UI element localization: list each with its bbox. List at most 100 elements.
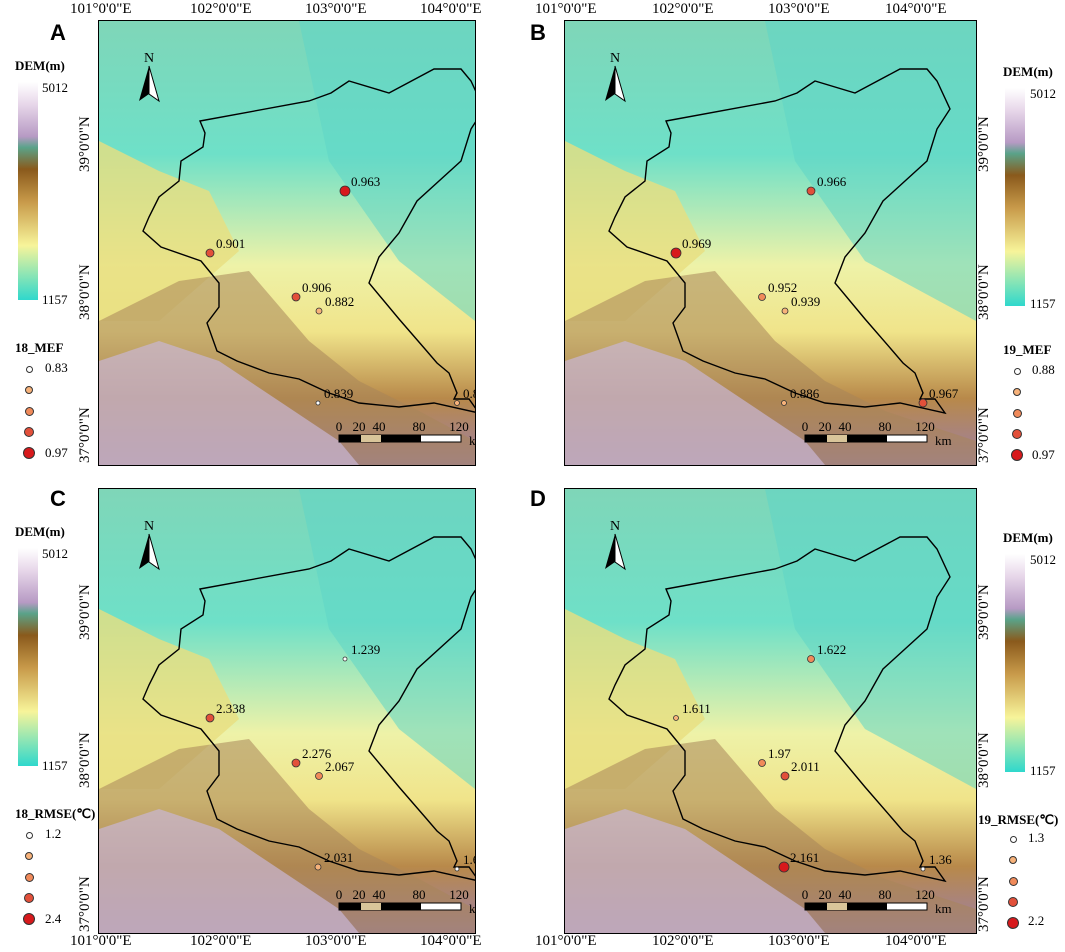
size-legend-dot <box>25 852 33 860</box>
lon-tick-top-b-3: 104°0'0"E <box>885 1 947 17</box>
scale-tick-label: 0 <box>802 419 809 434</box>
dem-high-peaks <box>565 809 825 933</box>
station-value-label: 0.963 <box>351 174 380 189</box>
study-area-boundary <box>608 536 951 883</box>
station-marker <box>205 248 215 258</box>
station-marker <box>315 400 321 406</box>
station-value-label: 1.611 <box>682 701 711 716</box>
size-legend-dot <box>23 447 35 459</box>
scale-unit-label: km <box>935 901 952 916</box>
station-value-label: 1.239 <box>351 642 380 657</box>
legend-title: DEM(m) <box>1003 64 1053 79</box>
lat-tick-d-2: 37°0'0"N <box>976 876 992 932</box>
station-marker <box>778 861 790 873</box>
size-legend-dot <box>1012 408 1022 418</box>
lon-tick-top-b-2: 103°0'0"E <box>768 1 830 17</box>
size-max-label: 2.4 <box>45 911 62 926</box>
station-value-label: 2.338 <box>216 701 245 716</box>
station-marker <box>758 293 766 301</box>
size-legend-dot <box>1013 367 1021 375</box>
station-value-label: 1.632 <box>463 852 475 867</box>
scale-tick-label: 0 <box>336 887 343 902</box>
dem-max-label: 5012 <box>1030 86 1056 101</box>
station-value-label: 0.966 <box>817 174 847 189</box>
station-value-label: 0.901 <box>216 236 245 251</box>
panel-label-b: B <box>530 20 546 45</box>
north-label: N <box>610 519 620 534</box>
map-panel-b: N 0 20 40 80 120 km 0.966 0.969 0.952 0.939 0.886 0.… <box>564 20 977 466</box>
size-min-label: 1.2 <box>45 826 62 841</box>
lat-tick-c-0: 39°0'0"N <box>77 584 93 640</box>
station-marker <box>807 655 815 663</box>
study-area-boundary <box>142 68 475 413</box>
station-marker <box>454 400 460 406</box>
size-legend-dot <box>24 406 34 416</box>
station-value-label: 1.36 <box>929 852 952 867</box>
station-marker <box>315 772 323 780</box>
dem-high-peaks <box>565 341 825 465</box>
metric-title: 19_MEF <box>1003 342 1052 357</box>
dem-basin <box>299 489 475 789</box>
dem-slope <box>99 609 239 789</box>
scale-tick-label: 40 <box>839 419 852 434</box>
lon-tick-bottom-d-2: 103°0'0"E <box>768 933 830 949</box>
station-marker <box>918 398 928 408</box>
scale-tick-label: 80 <box>413 887 426 902</box>
station-marker <box>920 866 926 872</box>
station-value-label: 0.886 <box>790 386 820 401</box>
lon-tick-bottom-c-2: 103°0'0"E <box>305 933 367 949</box>
station-value-label: 2.011 <box>791 759 820 774</box>
panel-label-d: D <box>530 486 546 511</box>
scale-tick-label: 20 <box>353 887 366 902</box>
station-marker <box>314 863 322 871</box>
scale-tick-label: 0 <box>336 419 343 434</box>
lat-tick-a-1: 38°0'0"N <box>77 264 93 320</box>
dem-basin <box>299 21 475 321</box>
north-arrow-icon: N <box>605 51 626 103</box>
station-value-label: 0.967 <box>929 386 959 401</box>
lon-tick-bottom-c-3: 104°0'0"E <box>420 933 482 949</box>
station-marker <box>339 185 351 197</box>
size-legend-dot <box>24 893 34 903</box>
lat-tick-b-2: 37°0'0"N <box>976 407 992 463</box>
station-value-label: 1.622 <box>817 642 846 657</box>
station-value-label: 2.031 <box>324 850 353 865</box>
dem-slope <box>565 141 705 321</box>
station-marker <box>781 307 789 315</box>
size-legend-dot <box>24 427 34 437</box>
station-value-label: 1.97 <box>768 746 791 761</box>
panel-label-a: A <box>50 20 66 45</box>
scale-unit-label: km <box>469 901 475 916</box>
size-min-label: 1.3 <box>1028 830 1045 845</box>
size-max-label: 0.97 <box>45 445 68 460</box>
study-area-boundary <box>608 68 951 415</box>
scale-tick-label: 80 <box>879 419 892 434</box>
size-min-label: 0.88 <box>1032 362 1055 377</box>
station-marker <box>291 292 301 302</box>
size-legend-dot <box>23 913 35 925</box>
station-value-label: 0.969 <box>682 236 711 251</box>
size-legend-dot <box>25 386 33 394</box>
legend-title: DEM(m) <box>15 524 65 539</box>
north-label: N <box>144 519 154 534</box>
size-min-label: 0.83 <box>45 360 68 375</box>
dem-colorbar <box>18 82 38 300</box>
lat-tick-b-0: 39°0'0"N <box>976 116 992 172</box>
size-legend-dot <box>1008 897 1018 907</box>
dem-colorbar <box>1005 554 1025 772</box>
north-arrow-icon: N <box>139 519 160 571</box>
metric-title: 18_RMSE(℃) <box>15 806 96 821</box>
dem-min-label: 1157 <box>42 292 68 307</box>
north-label: N <box>610 51 620 66</box>
dem-slope <box>565 609 705 789</box>
scale-tick-label: 120 <box>915 887 935 902</box>
north-arrow-icon: N <box>605 519 626 571</box>
dem-colorbar <box>1005 88 1025 306</box>
